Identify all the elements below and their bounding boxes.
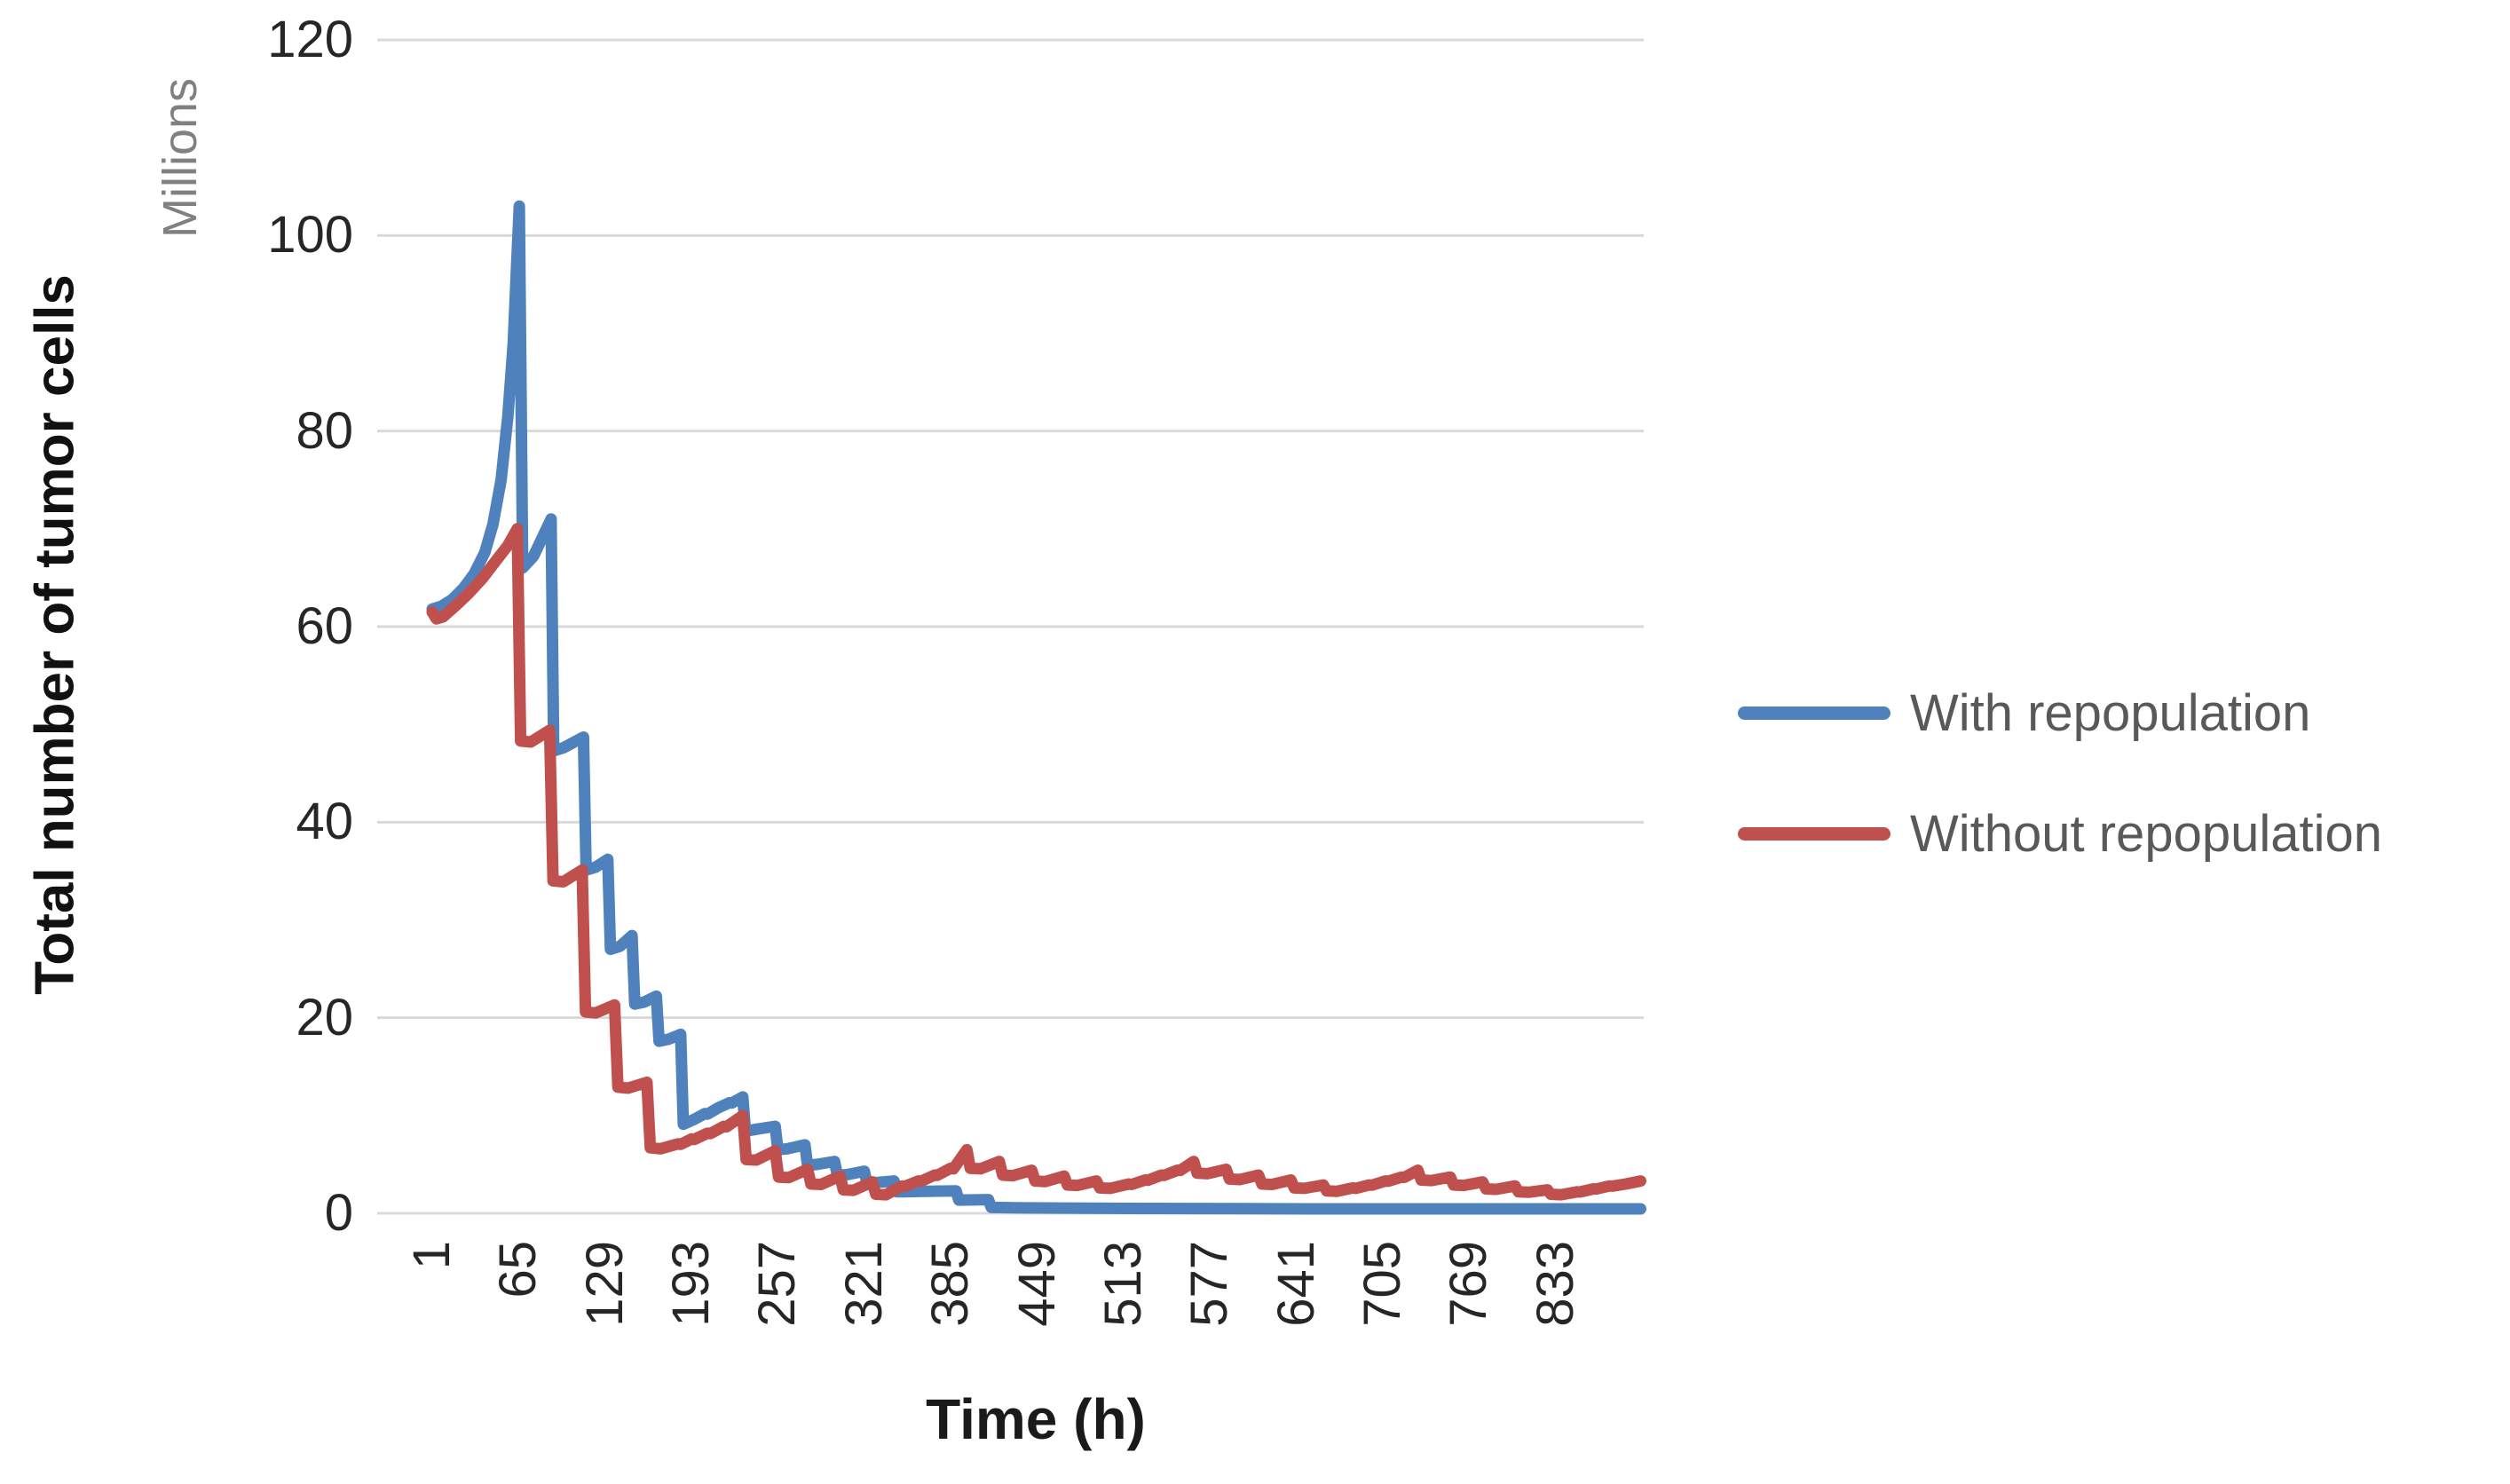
x-axis-title: Time (h): [926, 1387, 1146, 1451]
x-tick-label: 577: [1180, 1241, 1239, 1327]
x-tick-label: 1: [403, 1241, 461, 1270]
legend-label: With repopulation: [1910, 683, 2311, 742]
y-tick-label: 80: [296, 401, 353, 460]
x-tick-label: 449: [1007, 1241, 1066, 1327]
x-tick-label: 321: [834, 1241, 893, 1327]
x-tick-label: 385: [921, 1241, 980, 1327]
x-tick-label: 193: [662, 1241, 721, 1327]
series-line-without-repopulation: [426, 523, 1646, 1201]
x-tick-label: 833: [1526, 1241, 1584, 1327]
x-tick-label: 129: [575, 1241, 634, 1327]
x-tick-label: 65: [489, 1241, 548, 1298]
series-line-with-repopulation: [426, 200, 1646, 1215]
legend-line-swatch-red: [1738, 826, 1890, 841]
x-tick-label: 257: [748, 1241, 807, 1327]
legend-item-with-repopulation: With repopulation: [1738, 682, 2310, 744]
x-tick-label: 513: [1093, 1241, 1152, 1327]
legend-item-without-repopulation: Without repopulation: [1738, 802, 2382, 864]
y-tick-label: 40: [296, 793, 353, 851]
x-tick-label: 705: [1353, 1241, 1411, 1327]
y-tick-label: 0: [324, 1184, 353, 1242]
y-tick-label: 20: [296, 988, 353, 1046]
legend-label: Without repopulation: [1910, 804, 2382, 863]
x-tick-label: 769: [1440, 1241, 1498, 1327]
y-tick-label: 100: [267, 206, 353, 264]
y-tick-label: 60: [296, 597, 353, 655]
x-tick-label: 641: [1267, 1241, 1325, 1327]
legend-line-swatch-blue: [1738, 706, 1890, 720]
y-tick-label: 120: [267, 11, 353, 68]
